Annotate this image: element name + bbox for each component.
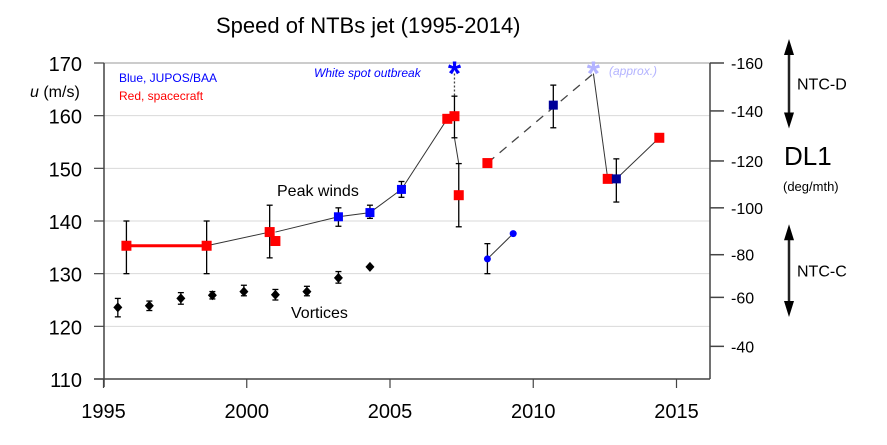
range-label: NTC-D <box>797 77 847 94</box>
error-bars <box>114 84 620 318</box>
y2-tick-label: -120 <box>731 154 763 171</box>
arrow-down-icon <box>784 112 794 129</box>
data-point-square <box>365 208 375 218</box>
data-point-diamond <box>239 286 249 297</box>
tick-labels: 110 120 130 140 150 160 170 1995 2000 2005 2010 201… <box>49 54 764 423</box>
x-tick-label: 2000 <box>225 401 270 423</box>
y2-tick-label: -140 <box>731 104 763 121</box>
data-point-diamond <box>113 302 123 313</box>
arrow-down-icon <box>784 300 794 317</box>
chart-title: Speed of NTBs jet (1995-2014) <box>216 13 521 38</box>
y2-axis-unit: (deg/mth) <box>783 179 839 194</box>
connector-line <box>592 73 609 179</box>
data-point-diamond <box>270 289 280 300</box>
legend-red: Red, spacecraft <box>119 89 204 103</box>
data-point-diamond <box>333 272 343 283</box>
y2-tick-label: -100 <box>731 201 763 218</box>
data-point-square <box>442 113 453 124</box>
data-point-square <box>482 158 493 169</box>
connector-line <box>486 73 594 164</box>
annotation-vortices: Vortices <box>291 305 348 322</box>
x-tick-label: 2010 <box>511 401 556 423</box>
data-point-diamond <box>207 290 217 301</box>
connector-line <box>401 118 448 190</box>
y-axis-label: u (m/s) <box>30 84 80 101</box>
y-tick-label: 170 <box>49 54 82 76</box>
y-tick-label: 110 <box>50 370 82 392</box>
asterisk-icon: * <box>448 55 462 93</box>
data-point-square <box>453 190 464 201</box>
y-axis-label-unit: (m/s) <box>39 84 80 101</box>
data-point-square <box>121 240 132 251</box>
annotation-white-spot: White spot outbreak <box>314 66 422 80</box>
range-label: NTC-C <box>797 264 847 281</box>
data-point-square <box>449 111 460 122</box>
data-points: * * <box>113 55 665 313</box>
y-tick-label: 120 <box>49 317 82 339</box>
connector-line <box>338 212 371 218</box>
annotation-approx: (approx.) <box>609 64 657 78</box>
connector-line <box>615 137 660 180</box>
data-point-diamond <box>302 286 312 297</box>
arrow-up-icon <box>784 224 794 241</box>
y-tick-label: 140 <box>49 212 82 234</box>
data-point-diamond <box>176 293 186 304</box>
data-point-square <box>654 132 665 143</box>
y-tick-label: 160 <box>49 107 82 129</box>
data-point-square <box>611 174 621 184</box>
y2-tick-label: -80 <box>731 248 754 265</box>
data-point-diamond <box>365 261 375 272</box>
y-tick-label: 130 <box>49 265 82 287</box>
axes <box>94 62 724 388</box>
y2-tick-label: -60 <box>731 290 754 307</box>
y-tick-label: 150 <box>49 159 82 181</box>
data-point-square <box>264 227 275 238</box>
connector-line <box>206 231 270 247</box>
arrow-up-icon <box>784 39 794 56</box>
y2-tick-label: -40 <box>731 339 754 356</box>
data-point-square <box>602 173 613 184</box>
data-point-square <box>201 240 212 251</box>
data-point-square <box>333 212 343 222</box>
y2-axis-title: DL1 <box>784 141 832 171</box>
connector-line <box>453 137 460 164</box>
data-point-circle <box>509 230 517 238</box>
asterisk-icon: * <box>587 55 601 93</box>
gridlines <box>104 115 710 327</box>
y-axis-label-symbol: u <box>30 84 39 101</box>
data-point-circle <box>483 255 491 263</box>
x-tick-label: 2015 <box>654 401 699 423</box>
x-tick-label: 1995 <box>81 401 126 423</box>
data-point-square <box>270 236 281 247</box>
connector-lines <box>126 73 660 260</box>
connector-line <box>369 188 402 213</box>
x-tick-label: 2005 <box>368 401 413 423</box>
data-point-diamond <box>144 300 154 311</box>
connector-line <box>487 233 514 260</box>
legend-blue: Blue, JUPOS/BAA <box>119 71 217 85</box>
range-arrows: NTC-D NTC-C <box>784 39 847 317</box>
data-point-square <box>548 100 558 110</box>
annotation-peak-winds: Peak winds <box>277 183 359 200</box>
y2-tick-label: -160 <box>731 56 763 73</box>
data-point-square <box>396 184 406 194</box>
connector-line <box>275 216 339 233</box>
